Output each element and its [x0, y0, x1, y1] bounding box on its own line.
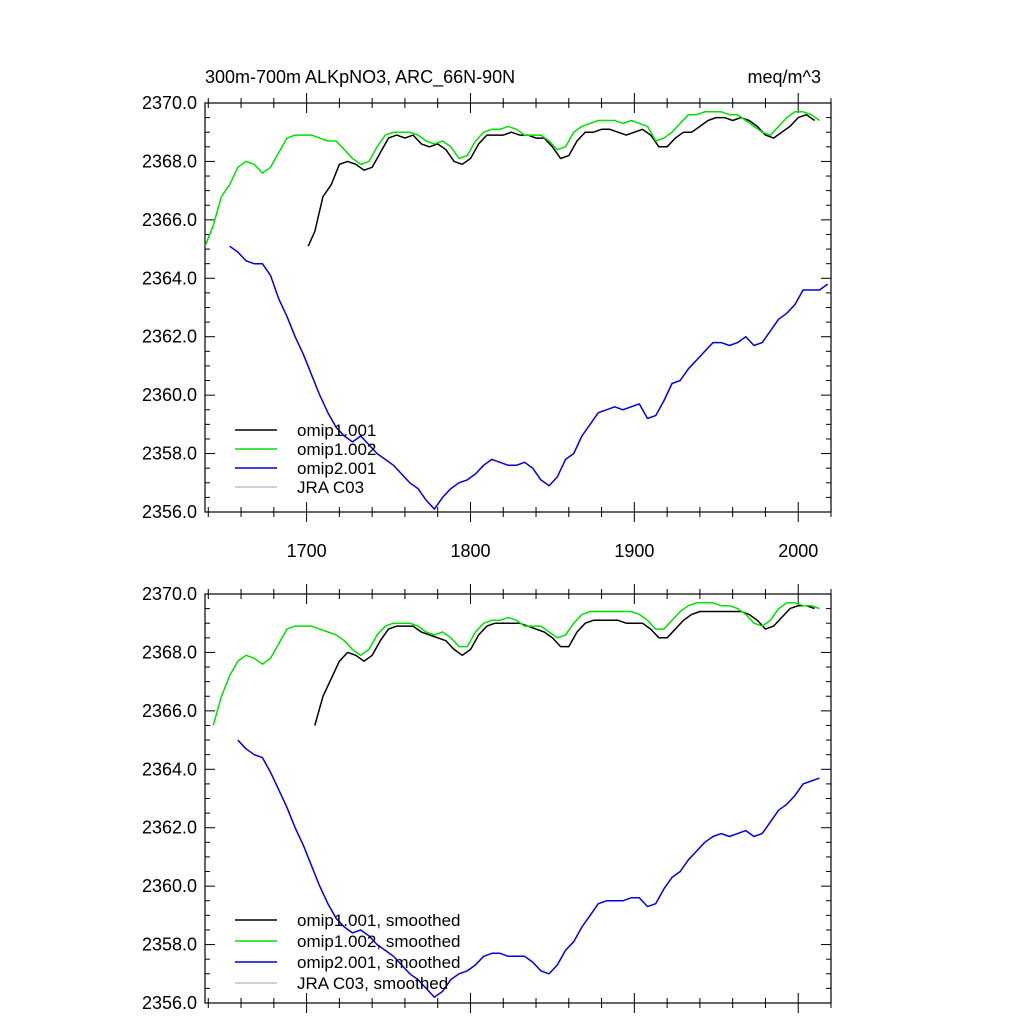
y-tick-label: 2360.0 [142, 876, 197, 896]
bottom-panel: 2356.0 2358.0 2360.0 2362.0 2364.0 2366.0 2368… [142, 584, 832, 1013]
x-tick-label: 1900 [614, 541, 654, 561]
y-tick-label: 2364.0 [142, 268, 197, 288]
y-tick-label: 2358.0 [142, 444, 197, 464]
chart-title: 300m-700m ALKpNO3, ARC_66N-90N [205, 67, 515, 88]
y-tick-label: 2368.0 [142, 151, 197, 171]
series-line [212, 602, 820, 726]
x-tick-label: 2000 [778, 541, 818, 561]
y-tick-label: 2356.0 [142, 993, 197, 1013]
series-line [205, 111, 820, 247]
y-tick-label: 2370.0 [142, 584, 197, 604]
units-label: meq/m^3 [748, 67, 821, 87]
y-tick-label: 2362.0 [142, 818, 197, 838]
legend-label: omip1.002 [297, 440, 376, 459]
legend-label: JRA C03, smoothed [297, 974, 448, 993]
legend-label: omip1.002, smoothed [297, 932, 461, 951]
y-tick-label: 2358.0 [142, 935, 197, 955]
series-group [212, 602, 820, 998]
series-line [229, 245, 829, 510]
x-tick-label: 1700 [287, 541, 327, 561]
y-tick-label: 2366.0 [142, 210, 197, 230]
series-line [314, 604, 815, 726]
y-tick-label: 2360.0 [142, 385, 197, 405]
y-tick-label: 2370.0 [142, 93, 197, 113]
series-group [205, 111, 829, 510]
y-tick-label: 2364.0 [142, 759, 197, 779]
legend-label: omip2.001, smoothed [297, 953, 461, 972]
legend-label: omip1.001 [297, 421, 376, 440]
series-line [237, 739, 820, 998]
legend-label: omip1.001, smoothed [297, 911, 461, 930]
x-tick-label: 1800 [450, 541, 490, 561]
y-tick-label: 2356.0 [142, 502, 197, 522]
legend-label: JRA C03 [297, 478, 364, 497]
y-tick-label: 2368.0 [142, 642, 197, 662]
legend-label: omip2.001 [297, 459, 376, 478]
y-tick-label: 2366.0 [142, 701, 197, 721]
top-panel: 2356.0 2358.0 2360.0 2362.0 2364.0 2366.0 2368… [142, 67, 832, 561]
y-tick-label: 2362.0 [142, 327, 197, 347]
series-line [307, 113, 816, 247]
